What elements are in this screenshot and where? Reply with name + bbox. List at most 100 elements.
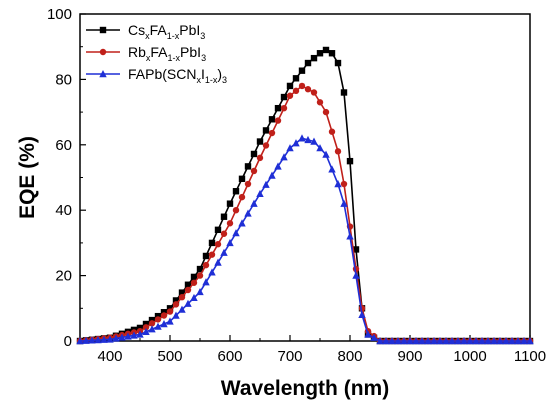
series-2-point <box>412 337 420 345</box>
series-2-point <box>184 299 192 307</box>
legend-label-part: 1-x <box>168 53 181 63</box>
series-2-point <box>400 337 408 345</box>
series-2-point <box>106 335 114 343</box>
series-2-point <box>100 335 108 343</box>
series-0-point <box>202 252 210 260</box>
legend-label-part: FAPb(SCN <box>128 66 196 82</box>
series-1-point <box>202 261 210 269</box>
legend-label-part: Cs <box>128 22 145 38</box>
series-2-point <box>334 180 342 188</box>
series-0-point <box>292 75 300 82</box>
series-2-point <box>196 287 204 296</box>
series-1-point <box>196 272 204 279</box>
series-2-point <box>262 180 270 188</box>
series-0-point <box>310 54 318 62</box>
series-2-point <box>292 139 300 147</box>
series-0-point <box>268 116 276 123</box>
series-0-point <box>208 239 216 247</box>
series-2-point <box>436 337 444 345</box>
series-0-point <box>298 67 306 74</box>
series-0-point <box>280 93 288 101</box>
series-0-point <box>340 89 348 96</box>
series-0-point <box>304 59 312 67</box>
series-1-point <box>154 316 162 323</box>
series-0-point <box>148 316 156 324</box>
series-2-point <box>190 293 198 302</box>
series-2-point <box>280 153 288 161</box>
series-1-point <box>160 312 168 319</box>
legend-label-part: PbI <box>180 44 201 60</box>
series-0-line <box>79 49 530 342</box>
series-2-point <box>208 268 216 276</box>
y-tick-label: 80 <box>55 71 72 88</box>
series-1-line <box>79 84 530 342</box>
series-2-point <box>94 336 102 344</box>
series-0-point <box>226 200 234 207</box>
series-0-point <box>238 175 246 183</box>
x-tick-label: 1100 <box>514 348 546 365</box>
series-2-point <box>430 337 438 345</box>
x-tick-label: 700 <box>277 348 302 365</box>
series-2-point <box>250 199 258 207</box>
legend-label-part: x <box>145 31 150 41</box>
series-2-point <box>424 337 432 345</box>
series-2-point <box>178 305 186 313</box>
series-0-point <box>328 50 336 57</box>
series-2-point <box>502 337 510 345</box>
y-axis-title: EQE (%) <box>16 136 39 219</box>
series-2-point <box>88 336 96 344</box>
legend-label-part: x <box>196 75 201 85</box>
x-tick-label: 900 <box>397 348 422 365</box>
series-2-point <box>304 135 312 144</box>
series-1-point <box>298 82 306 90</box>
legend-label-part: 1-x <box>205 75 218 85</box>
x-tick-label: 600 <box>217 348 242 365</box>
series-1-point <box>184 286 192 294</box>
series-2-point <box>340 199 348 207</box>
x-tick-label: 1000 <box>453 348 486 365</box>
y-tick-label: 0 <box>64 333 72 350</box>
series-0-point <box>352 246 360 253</box>
series-2-point <box>310 137 318 145</box>
legend-label-part: FA <box>150 22 168 38</box>
series-0-point <box>142 320 150 328</box>
legend-label-2: FAPb(SCNxI1-x)3 <box>128 66 227 85</box>
series-1 <box>76 82 534 345</box>
series-0-point <box>136 324 144 332</box>
series-2-point <box>466 337 474 345</box>
series-2-point <box>388 337 396 345</box>
series-1-point <box>166 308 174 315</box>
series-2-point <box>154 322 162 330</box>
legend-marker-1 <box>99 48 107 56</box>
series-2-point <box>346 232 354 240</box>
series-1-point <box>268 129 276 137</box>
series-2-point <box>82 336 90 344</box>
series-2-point <box>136 330 144 338</box>
series-0-point <box>178 289 186 296</box>
series-1-point <box>148 320 156 327</box>
series-2-point <box>418 337 426 345</box>
series-2-point <box>244 209 252 217</box>
series-2-point <box>142 327 150 336</box>
series-2-point <box>160 319 168 328</box>
series-2-point <box>382 337 390 345</box>
series-0-point <box>256 138 264 145</box>
series-2-point <box>298 134 306 142</box>
series-1-point <box>304 86 312 93</box>
series-1-point <box>262 142 270 149</box>
series-2-point <box>148 325 156 333</box>
legend-marker-2 <box>99 70 107 78</box>
series-0-point <box>214 226 222 234</box>
series-2-point <box>472 337 480 345</box>
series-1-point <box>142 324 150 331</box>
series-2-line <box>79 137 530 342</box>
series-0-point <box>286 82 294 90</box>
y-tick-label: 100 <box>47 6 72 23</box>
series-1-point <box>310 89 318 96</box>
series-1-point <box>340 180 348 188</box>
legend-label-part: PbI <box>179 22 200 38</box>
legend-label-part: FA <box>150 44 168 60</box>
series-2-point <box>376 337 384 345</box>
series-1-point <box>322 108 330 116</box>
